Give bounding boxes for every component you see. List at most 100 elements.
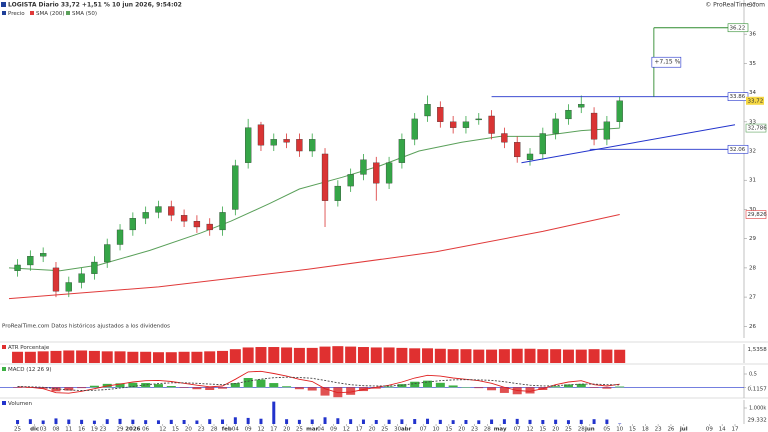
y-tick-label: 34	[749, 90, 756, 96]
bar	[166, 386, 176, 388]
value-tag	[745, 123, 767, 133]
bar	[192, 387, 202, 390]
x-tick-label: 15	[629, 427, 636, 432]
bar	[460, 349, 472, 363]
candle-body	[616, 100, 623, 122]
x-tick-label: 09	[706, 427, 713, 432]
bar	[323, 417, 327, 424]
price-tag	[746, 96, 764, 105]
panel-swatch	[2, 345, 6, 349]
bar	[230, 383, 240, 388]
x-tick-label: 20	[283, 427, 290, 432]
bar	[127, 351, 139, 363]
bar	[28, 419, 32, 424]
candle-body	[52, 267, 60, 292]
bar	[268, 347, 280, 363]
candle-body	[411, 118, 418, 140]
bar	[255, 347, 267, 363]
bar	[473, 349, 485, 363]
bar	[89, 385, 99, 388]
candle-body	[65, 282, 72, 292]
candle-body	[283, 139, 290, 143]
bar	[576, 383, 586, 388]
bar	[550, 349, 562, 363]
x-tick-label: 10	[433, 427, 440, 432]
indicator-line	[17, 376, 620, 391]
x-tick-label: 07	[420, 427, 427, 432]
bar	[602, 387, 612, 389]
candle-body	[501, 133, 508, 143]
x-tick-label: 14	[719, 427, 726, 432]
candle-body	[398, 139, 406, 163]
candle-body	[475, 118, 482, 121]
candle-body	[155, 206, 162, 213]
x-tick-label: 08	[52, 427, 59, 432]
bar	[357, 347, 369, 363]
x-tick-label: 07	[514, 427, 521, 432]
x-tick-label: 09	[330, 427, 337, 432]
bar	[153, 384, 163, 388]
candle-body	[206, 223, 213, 231]
value-tag-label: 32,786	[748, 126, 768, 132]
x-tick-label: 25	[14, 427, 21, 432]
bar	[319, 346, 331, 363]
bar	[272, 401, 276, 424]
bar	[144, 420, 148, 424]
bar	[361, 419, 365, 424]
y-tick-label: 27	[749, 295, 756, 301]
bar	[400, 419, 404, 424]
x-tick-label: 28	[210, 427, 217, 432]
value-tag-label: 29.332	[748, 418, 767, 424]
bar	[320, 387, 330, 396]
x-tick-label: 17	[270, 427, 277, 432]
candle-body	[488, 115, 495, 134]
bar	[131, 419, 135, 424]
bar	[243, 378, 253, 388]
x-tick-label: 19	[91, 427, 98, 432]
bar	[592, 419, 596, 424]
x-tick-label: 12	[527, 427, 534, 432]
candle-body	[180, 215, 188, 222]
bar	[218, 387, 228, 389]
bar	[141, 383, 151, 388]
y-tick-label: 29	[749, 236, 756, 242]
candle-body	[360, 159, 367, 175]
moving-average	[8, 127, 620, 272]
bar	[156, 420, 160, 424]
x-tick-label: 06	[142, 427, 149, 432]
x-tick-label: 12	[257, 427, 264, 432]
bar	[396, 347, 408, 363]
x-tick-label: 20	[458, 427, 465, 432]
bar	[101, 351, 113, 363]
x-tick-label: 2026	[125, 427, 140, 432]
x-tick-label: 20	[369, 427, 376, 432]
candle-body	[437, 107, 444, 122]
candle-body	[270, 139, 277, 146]
candle-body	[347, 174, 354, 187]
x-tick-label: 15	[172, 427, 179, 432]
bar	[307, 387, 317, 391]
bar	[371, 387, 381, 389]
bar	[563, 384, 573, 388]
bar	[63, 350, 75, 363]
bar	[498, 349, 510, 363]
y-tick-label: 26	[749, 324, 756, 330]
candle-body	[142, 212, 149, 219]
bar	[525, 387, 535, 394]
x-tick-label: 11	[65, 427, 72, 432]
bar	[601, 349, 613, 363]
x-tick-label: 25	[381, 427, 388, 432]
panel-title: MACD (12 26 9)	[8, 367, 52, 373]
bar	[515, 418, 519, 424]
pct-label: +7,15 %	[654, 59, 680, 66]
chart-title: LOGISTA Diario 33,72 +1,51 % 10 jun 2026…	[8, 2, 182, 9]
bar	[37, 351, 49, 363]
bar	[191, 351, 203, 363]
bar	[115, 383, 125, 388]
bar	[294, 387, 304, 390]
bar	[24, 351, 36, 363]
candle-body	[40, 253, 47, 257]
x-tick-label: abr	[401, 427, 412, 432]
bar	[332, 346, 344, 363]
candle-body	[168, 206, 175, 216]
